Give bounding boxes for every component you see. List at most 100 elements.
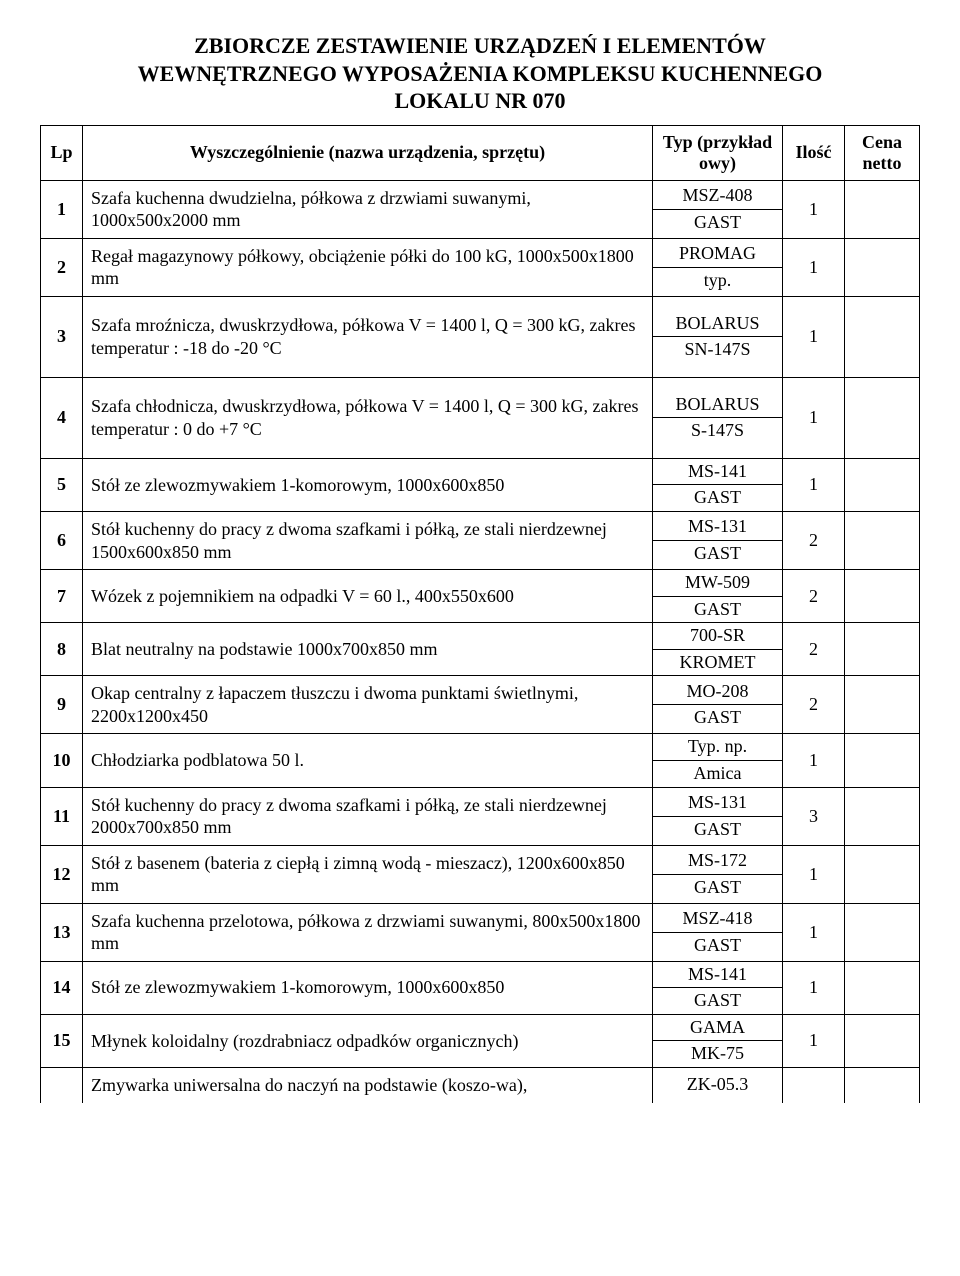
cell-desc: Regał magazynowy półkowy, obciążenie pół… [83, 238, 653, 296]
table-row: Zmywarka uniwersalna do naczyń na podsta… [41, 1068, 920, 1103]
cell-lp: 14 [41, 961, 83, 1014]
cell-desc: Młynek koloidalny (rozdrabniacz odpadków… [83, 1014, 653, 1067]
cell-desc: Szafa kuchenna dwudzielna, półkowa z drz… [83, 180, 653, 238]
cell-lp: 13 [41, 903, 83, 961]
typ-line-1: MS-131 [653, 514, 782, 541]
cell-typ: MSZ-408GAST [653, 180, 783, 238]
cell-lp: 7 [41, 570, 83, 623]
cell-qty [783, 1068, 845, 1103]
table-row: 6Stół kuchenny do pracy z dwoma szafkami… [41, 512, 920, 570]
cell-qty: 1 [783, 845, 845, 903]
typ-line-1: MW-509 [653, 570, 782, 597]
cell-cena [845, 180, 920, 238]
cell-qty: 1 [783, 961, 845, 1014]
cell-typ: MS-131GAST [653, 512, 783, 570]
cell-typ: BOLARUSSN-147S [653, 296, 783, 377]
cell-cena [845, 623, 920, 676]
cell-qty: 1 [783, 238, 845, 296]
cell-cena [845, 570, 920, 623]
cell-qty: 1 [783, 1014, 845, 1067]
typ-line-1: PROMAG [653, 241, 782, 268]
cell-desc: Stół kuchenny do pracy z dwoma szafkami … [83, 787, 653, 845]
cell-desc: Stół ze zlewozmywakiem 1-komorowym, 1000… [83, 961, 653, 1014]
typ-line-1: Typ. np. [653, 734, 782, 761]
cell-lp: 6 [41, 512, 83, 570]
cell-lp: 15 [41, 1014, 83, 1067]
cell-typ: MO-208GAST [653, 676, 783, 734]
cell-lp [41, 1068, 83, 1103]
cell-qty: 2 [783, 623, 845, 676]
table-header-row: Lp Wyszczególnienie (nazwa urządzenia, s… [41, 125, 920, 180]
table-row: 3Szafa mroźnicza, dwuskrzydłowa, półkowa… [41, 296, 920, 377]
cell-cena [845, 512, 920, 570]
cell-cena [845, 734, 920, 787]
cell-typ: MW-509GAST [653, 570, 783, 623]
equipment-table: Lp Wyszczególnienie (nazwa urządzenia, s… [40, 125, 920, 1103]
cell-lp: 1 [41, 180, 83, 238]
table-row: 10Chłodziarka podblatowa 50 l.Typ. np.Am… [41, 734, 920, 787]
cell-qty: 1 [783, 903, 845, 961]
cell-lp: 12 [41, 845, 83, 903]
cell-typ: MSZ-418GAST [653, 903, 783, 961]
cell-typ: 700-SRKROMET [653, 623, 783, 676]
cell-typ: BOLARUSS-147S [653, 377, 783, 458]
cell-typ: Typ. np.Amica [653, 734, 783, 787]
cell-qty: 2 [783, 676, 845, 734]
cell-desc: Blat neutralny na podstawie 1000x700x850… [83, 623, 653, 676]
typ-line-2: SN-147S [653, 337, 782, 363]
cell-typ: PROMAGtyp. [653, 238, 783, 296]
typ-line-2: GAST [653, 817, 782, 843]
title-line-2: WEWNĘTRZNEGO WYPOSAŻENIA KOMPLEKSU KUCHE… [138, 61, 823, 86]
typ-line-2: GAST [653, 541, 782, 567]
cell-cena [845, 845, 920, 903]
cell-cena [845, 296, 920, 377]
header-cena: Cena netto [845, 125, 920, 180]
typ-line-2: GAST [653, 988, 782, 1014]
cell-lp: 2 [41, 238, 83, 296]
cell-desc: Szafa kuchenna przelotowa, półkowa z drz… [83, 903, 653, 961]
typ-line-2: GAST [653, 485, 782, 511]
cell-lp: 11 [41, 787, 83, 845]
table-row: 14Stół ze zlewozmywakiem 1-komorowym, 10… [41, 961, 920, 1014]
cell-desc: Szafa mroźnicza, dwuskrzydłowa, półkowa … [83, 296, 653, 377]
typ-line-2: GAST [653, 210, 782, 236]
typ-line-1: GAMA [653, 1015, 782, 1042]
cell-desc: Stół kuchenny do pracy z dwoma szafkami … [83, 512, 653, 570]
cell-typ: ZK-05.3 [653, 1068, 783, 1103]
cell-lp: 4 [41, 377, 83, 458]
typ-line-1: MS-172 [653, 848, 782, 875]
table-row: 12Stół z basenem (bateria z ciepłą i zim… [41, 845, 920, 903]
cell-qty: 3 [783, 787, 845, 845]
table-row: 4Szafa chłodnicza, dwuskrzydłowa, półkow… [41, 377, 920, 458]
cell-typ: MS-131GAST [653, 787, 783, 845]
typ-line-1: 700-SR [653, 623, 782, 650]
header-lp: Lp [41, 125, 83, 180]
header-qty: Ilość [783, 125, 845, 180]
cell-typ: MS-141GAST [653, 458, 783, 511]
cell-desc: Zmywarka uniwersalna do naczyń na podsta… [83, 1068, 653, 1103]
header-desc: Wyszczególnienie (nazwa urządzenia, sprz… [83, 125, 653, 180]
cell-lp: 3 [41, 296, 83, 377]
typ-line-2: MK-75 [653, 1041, 782, 1067]
cell-qty: 1 [783, 377, 845, 458]
table-row: 15Młynek koloidalny (rozdrabniacz odpadk… [41, 1014, 920, 1067]
typ-line-1: MS-141 [653, 459, 782, 486]
table-row: 7Wózek z pojemnikiem na odpadki V = 60 l… [41, 570, 920, 623]
title-line-3: LOKALU NR 070 [394, 88, 565, 113]
typ-line-2: Amica [653, 761, 782, 787]
cell-desc: Chłodziarka podblatowa 50 l. [83, 734, 653, 787]
cell-qty: 1 [783, 296, 845, 377]
cell-typ: MS-172GAST [653, 845, 783, 903]
table-body: 1Szafa kuchenna dwudzielna, półkowa z dr… [41, 180, 920, 1103]
cell-desc: Stół ze zlewozmywakiem 1-komorowym, 1000… [83, 458, 653, 511]
cell-lp: 5 [41, 458, 83, 511]
cell-qty: 1 [783, 458, 845, 511]
typ-line-1: MS-141 [653, 962, 782, 989]
table-row: 11Stół kuchenny do pracy z dwoma szafkam… [41, 787, 920, 845]
typ-line-1: MS-131 [653, 790, 782, 817]
cell-qty: 2 [783, 570, 845, 623]
table-row: 8Blat neutralny na podstawie 1000x700x85… [41, 623, 920, 676]
cell-lp: 8 [41, 623, 83, 676]
table-row: 2Regał magazynowy półkowy, obciążenie pó… [41, 238, 920, 296]
typ-line-2: GAST [653, 875, 782, 901]
